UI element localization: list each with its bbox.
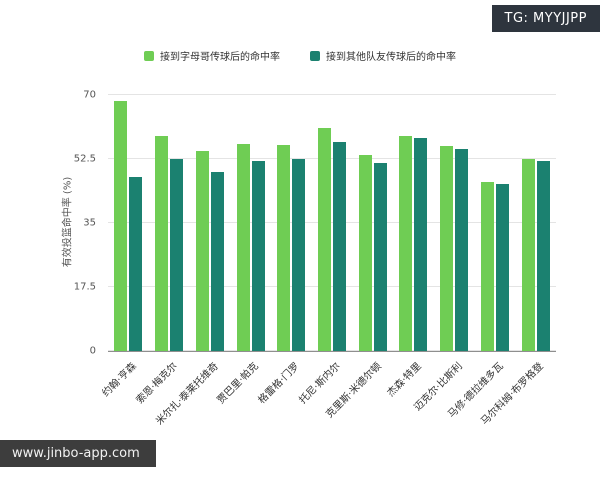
bar [129, 177, 143, 351]
x-axis-labels: 约翰·亨森 索恩·梅克尔 米尔扎·泰莱托维奇 贾巴里·帕克 格雷格·门罗 托尼·斯内尔 克里… [101, 354, 556, 449]
gridline [108, 350, 556, 351]
bar [155, 136, 169, 351]
bar [440, 146, 454, 351]
legend-item: 接到其他队友传球后的命中率 [310, 48, 456, 63]
bar-group [195, 95, 224, 351]
bar [358, 155, 372, 351]
y-tick-label: 70 [83, 89, 96, 101]
plot-area [108, 94, 556, 352]
legend-label: 接到其他队友传球后的命中率 [326, 52, 456, 63]
bar-group [480, 95, 509, 351]
legend-label: 接到字母哥传球后的命中率 [160, 52, 280, 63]
bar [277, 145, 291, 351]
bar-groups [108, 95, 556, 351]
bar-group [358, 95, 387, 351]
bar [114, 100, 128, 351]
bar-group [114, 95, 143, 351]
bar [399, 136, 413, 351]
y-tick-label: 0 [89, 345, 96, 357]
bar-group [277, 95, 306, 351]
bar [521, 159, 535, 351]
gridline [108, 158, 556, 159]
gridline [108, 222, 556, 223]
gridline [108, 94, 556, 95]
legend-item: 接到字母哥传球后的命中率 [144, 48, 280, 63]
bar [251, 160, 265, 351]
y-axis-ticks: 0 17.5 35 52.5 70 [60, 90, 104, 357]
y-tick-label: 52.5 [73, 153, 96, 165]
bar [317, 127, 331, 351]
x-tick-label: 贾巴里·帕克 [215, 360, 262, 407]
bar [495, 183, 509, 351]
bar [332, 141, 346, 351]
bar-group [399, 95, 428, 351]
bar [480, 181, 494, 351]
x-tick-label: 格雷格·门罗 [256, 360, 302, 407]
bar [455, 149, 469, 351]
bar [210, 171, 224, 351]
bar [373, 162, 387, 351]
bar-group [521, 95, 550, 351]
bar-group [236, 95, 265, 351]
bar [536, 161, 550, 351]
watermark: www.jinbo-app.com [0, 440, 156, 467]
bar-group [317, 95, 346, 351]
y-tick-label: 17.5 [73, 281, 96, 293]
y-tick-label: 35 [83, 217, 96, 229]
bar [414, 138, 428, 351]
chart-legend: 接到字母哥传球后的命中率 接到其他队友传球后的命中率 [0, 48, 600, 63]
legend-swatch [144, 50, 154, 61]
bar [292, 159, 306, 351]
legend-swatch [310, 50, 320, 61]
bar [195, 151, 209, 351]
telegram-badge: TG: MYYJJPP [491, 5, 600, 32]
bar [236, 144, 250, 351]
bar [170, 159, 184, 351]
bar-group [155, 95, 184, 351]
bar-group [440, 95, 469, 351]
gridline [108, 286, 556, 287]
